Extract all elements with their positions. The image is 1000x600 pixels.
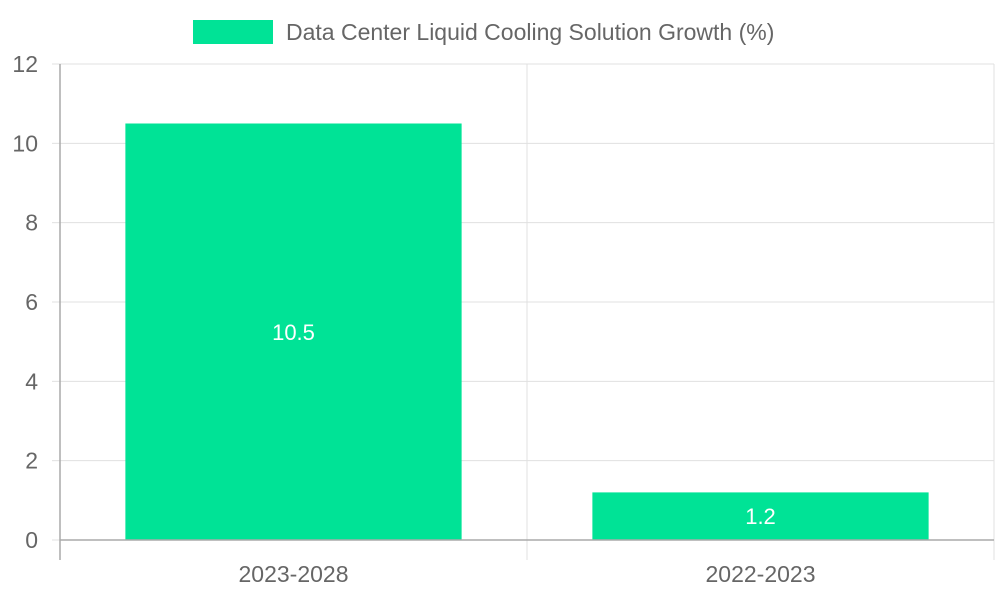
y-tick-label: 2 [25,448,38,474]
data-label: 1.2 [745,504,776,529]
data-label: 10.5 [272,320,315,345]
y-tick-label: 4 [25,368,38,394]
legend-label[interactable]: Data Center Liquid Cooling Solution Grow… [286,19,774,45]
x-tick-label: 2022-2023 [706,561,816,587]
y-tick-label: 8 [25,210,38,236]
y-tick-label: 10 [12,130,38,156]
bar-chart: Data Center Liquid Cooling Solution Grow… [0,0,1000,600]
chart-container: Data Center Liquid Cooling Solution Grow… [0,0,1000,600]
y-tick-label: 0 [25,527,38,553]
legend-swatch[interactable] [193,20,273,44]
x-tick-label: 2023-2028 [239,561,349,587]
y-tick-label: 12 [12,51,38,77]
legend[interactable]: Data Center Liquid Cooling Solution Grow… [193,19,774,45]
y-tick-label: 6 [25,289,38,315]
